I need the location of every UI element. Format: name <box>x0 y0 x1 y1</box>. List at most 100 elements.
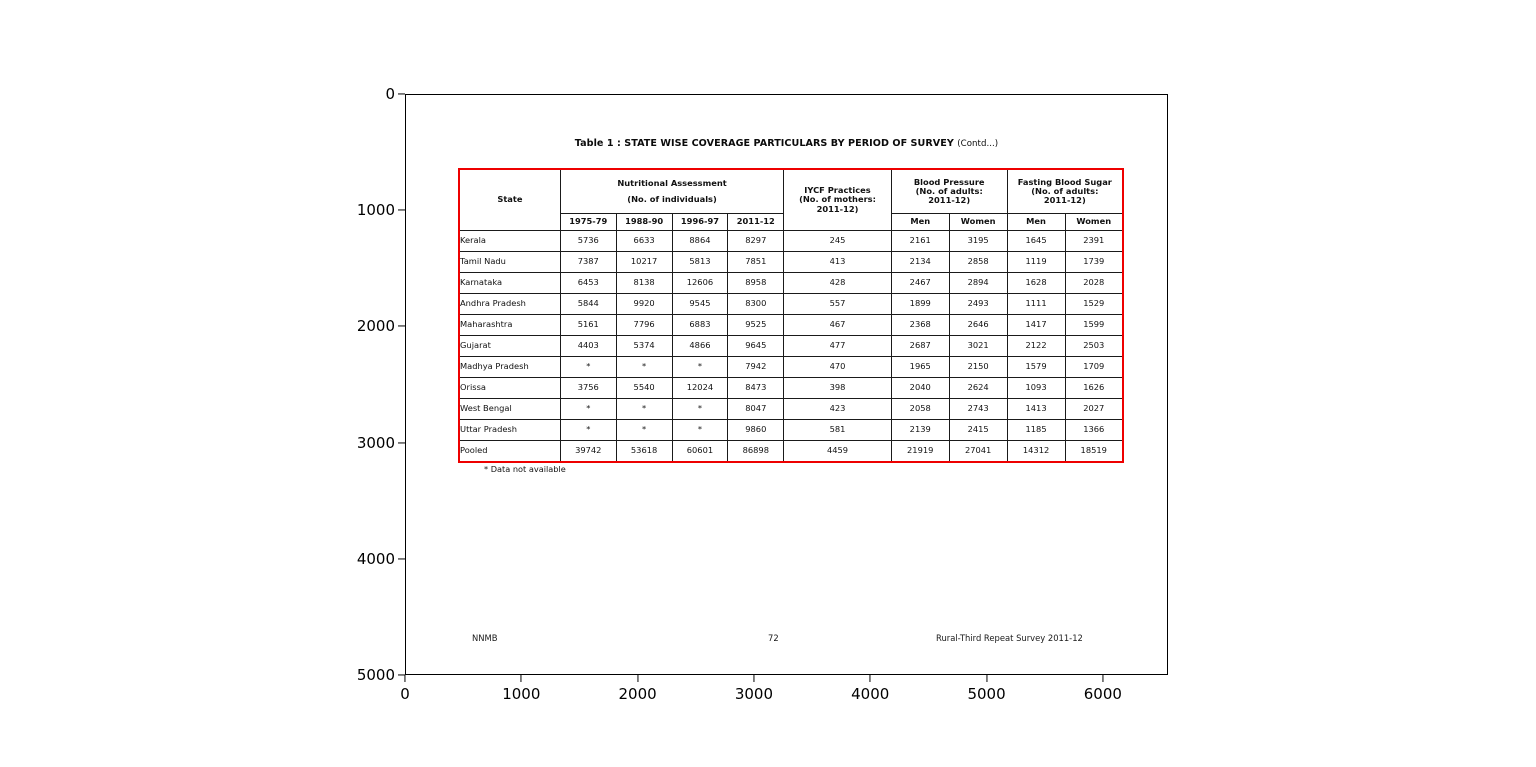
cell-iycf: 428 <box>783 272 892 294</box>
cell-state: Pooled <box>458 440 561 463</box>
x-tick-mark <box>869 675 871 682</box>
x-tick-mark <box>1102 675 1104 682</box>
cell-fbs-men: 1417 <box>1006 314 1066 336</box>
y-tick-label: 5000 <box>356 666 395 684</box>
table-row: Kerala 5736 6633 8864 8297 245 2161 3195 1645 239… <box>458 230 1124 252</box>
header-iycf-practices: IYCF Practices (No. of mothers: 2011-12) <box>783 168 892 231</box>
x-tick-label: 4000 <box>851 685 890 703</box>
cell-fbs-women: 1626 <box>1064 377 1124 399</box>
cell-nutritional-assessment: 9545 <box>671 293 729 315</box>
cell-fbs-men: 1628 <box>1006 272 1066 294</box>
cell-nutritional-assessment: 8864 <box>671 230 729 252</box>
y-tick-mark <box>398 325 405 327</box>
cell-state: Andhra Pradesh <box>458 293 561 315</box>
cell-nutritional-assessment: 5161 <box>559 314 617 336</box>
cell-nutritional-assessment: 4866 <box>671 335 729 357</box>
cell-nutritional-assessment: * <box>559 356 617 378</box>
cell-nutritional-assessment: 9860 <box>727 419 785 441</box>
cell-fbs-men: 1093 <box>1006 377 1066 399</box>
cell-nutritional-assessment: 8297 <box>727 230 785 252</box>
cell-state: Kerala <box>458 230 561 252</box>
cell-bp-women: 2858 <box>948 251 1008 273</box>
cell-bp-women: 2646 <box>948 314 1008 336</box>
cell-iycf: 398 <box>783 377 892 399</box>
page-footer: NNMB 72 Rural-Third Repeat Survey 2011-1… <box>406 633 1167 647</box>
cell-iycf: 470 <box>783 356 892 378</box>
table-row: Gujarat 4403 5374 4866 9645 477 2687 3021 2122 25… <box>458 335 1124 357</box>
footer-page-number: 72 <box>768 633 779 643</box>
cell-nutritional-assessment: * <box>559 419 617 441</box>
cell-fbs-men: 1111 <box>1006 293 1066 315</box>
cell-nutritional-assessment: 8138 <box>615 272 673 294</box>
x-tick-mark <box>753 675 755 682</box>
cell-nutritional-assessment: 6633 <box>615 230 673 252</box>
cell-nutritional-assessment: 7851 <box>727 251 785 273</box>
cell-nutritional-assessment: 5844 <box>559 293 617 315</box>
cell-fbs-women: 2027 <box>1064 398 1124 420</box>
cell-nutritional-assessment: 8473 <box>727 377 785 399</box>
cell-nutritional-assessment: * <box>615 356 673 378</box>
cell-state: Orissa <box>458 377 561 399</box>
x-tick-mark <box>520 675 522 682</box>
cell-fbs-men: 1645 <box>1006 230 1066 252</box>
y-tick-label: 2000 <box>356 317 395 336</box>
table-row: Karnataka 6453 8138 12606 8958 428 2467 2894 162… <box>458 272 1124 294</box>
header-iycf-line2: (No. of mothers: <box>799 194 876 205</box>
cell-fbs-women: 2503 <box>1064 335 1124 357</box>
cell-nutritional-assessment: 5813 <box>671 251 729 273</box>
cell-bp-women: 2493 <box>948 293 1008 315</box>
cell-fbs-women: 2391 <box>1064 230 1124 252</box>
table-row: Pooled 39742 53618 60601 86898 4459 21919 27041… <box>458 440 1124 463</box>
cell-iycf: 477 <box>783 335 892 357</box>
cell-fbs-women: 18519 <box>1064 440 1124 463</box>
cell-state: Tamil Nadu <box>458 251 561 273</box>
cell-nutritional-assessment: 6453 <box>559 272 617 294</box>
cell-nutritional-assessment: 10217 <box>615 251 673 273</box>
cell-bp-men: 2687 <box>890 335 950 357</box>
cell-fbs-women: 1599 <box>1064 314 1124 336</box>
cell-fbs-women: 1739 <box>1064 251 1124 273</box>
cell-bp-men: 2040 <box>890 377 950 399</box>
cell-bp-women: 2624 <box>948 377 1008 399</box>
cell-fbs-women: 1366 <box>1064 419 1124 441</box>
header-bp-women: Women <box>948 213 1008 231</box>
cell-nutritional-assessment: 60601 <box>671 440 729 463</box>
cell-bp-men: 2368 <box>890 314 950 336</box>
cell-nutritional-assessment: * <box>671 398 729 420</box>
cell-iycf: 245 <box>783 230 892 252</box>
header-year-3: 1996-97 <box>671 213 729 231</box>
cell-state: Maharashtra <box>458 314 561 336</box>
table-row: Maharashtra 5161 7796 6883 9525 467 2368 2646 14… <box>458 314 1124 336</box>
header-na-line2: (No. of individuals) <box>627 194 717 204</box>
y-tick-mark <box>398 209 405 211</box>
cell-bp-men: 21919 <box>890 440 950 463</box>
cell-bp-men: 2161 <box>890 230 950 252</box>
cell-iycf: 581 <box>783 419 892 441</box>
cell-bp-women: 3195 <box>948 230 1008 252</box>
cell-nutritional-assessment: 9645 <box>727 335 785 357</box>
y-tick-label: 0 <box>385 85 395 103</box>
cell-state: Gujarat <box>458 335 561 357</box>
cell-nutritional-assessment: 4403 <box>559 335 617 357</box>
cell-nutritional-assessment: 3756 <box>559 377 617 399</box>
header-year-4: 2011-12 <box>727 213 785 231</box>
cell-bp-women: 2415 <box>948 419 1008 441</box>
cell-iycf: 4459 <box>783 440 892 463</box>
cell-nutritional-assessment: 39742 <box>559 440 617 463</box>
cell-fbs-men: 1579 <box>1006 356 1066 378</box>
table-row: Tamil Nadu 7387 10217 5813 7851 413 2134 2858 11… <box>458 251 1124 273</box>
header-iycf-line3: 2011-12) <box>816 203 859 214</box>
x-tick-mark <box>986 675 988 682</box>
cell-fbs-women: 1529 <box>1064 293 1124 315</box>
y-tick-mark <box>398 442 405 444</box>
x-tick-label: 0 <box>400 685 410 703</box>
cell-iycf: 557 <box>783 293 892 315</box>
footer-left: NNMB <box>472 633 498 643</box>
cell-fbs-women: 1709 <box>1064 356 1124 378</box>
y-tick-mark <box>398 558 405 560</box>
cell-nutritional-assessment: 8958 <box>727 272 785 294</box>
table-row: Andhra Pradesh 5844 9920 9545 8300 557 1899 249… <box>458 293 1124 315</box>
header-fbs-men: Men <box>1006 213 1066 231</box>
cell-iycf: 467 <box>783 314 892 336</box>
